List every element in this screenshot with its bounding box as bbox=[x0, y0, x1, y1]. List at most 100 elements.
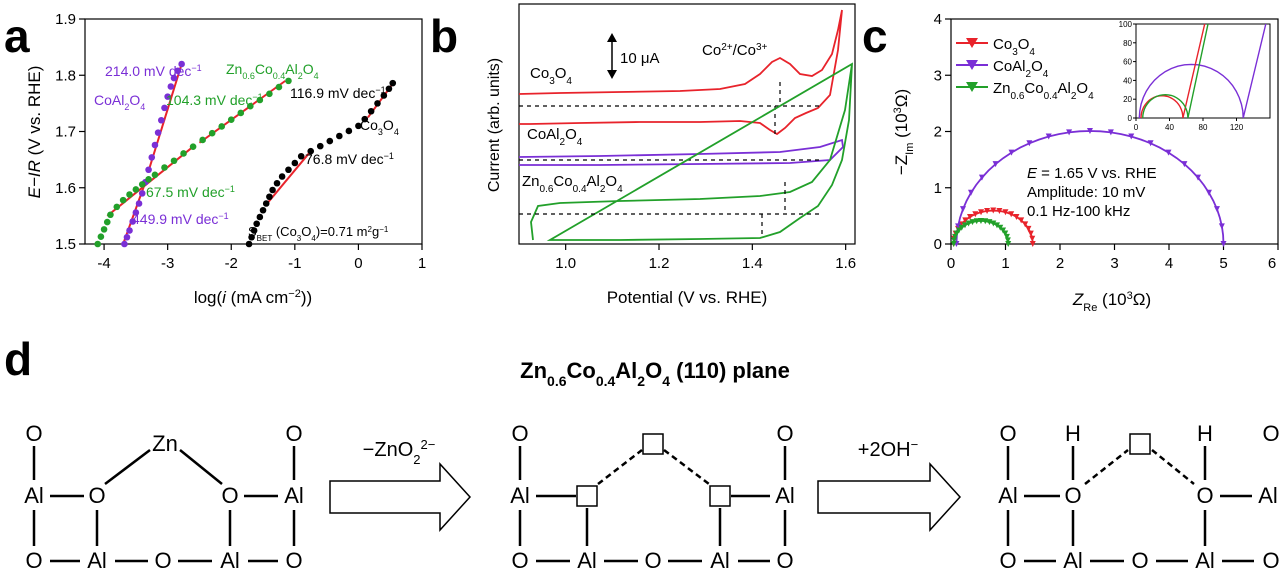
data-point bbox=[126, 227, 133, 234]
nyquist-marker bbox=[955, 227, 962, 234]
cv-plot: 1.0 1.2 1.4 1.6 10 μA Co2+/Co3+ Co3O4 CoAl2… bbox=[486, 3, 856, 307]
atom: O bbox=[285, 421, 302, 446]
atom: H bbox=[1197, 421, 1213, 446]
condition-amplitude: Amplitude: 10 mV bbox=[1027, 184, 1145, 201]
data-point bbox=[374, 100, 381, 107]
nyquist-marker bbox=[967, 213, 974, 220]
nyquist-marker bbox=[1147, 140, 1154, 147]
inset-frame bbox=[1135, 23, 1271, 119]
data-point bbox=[266, 193, 273, 201]
inset-x-tick-label: 80 bbox=[1199, 123, 1208, 132]
arrow-1-shape bbox=[329, 462, 472, 532]
atom: H bbox=[1065, 421, 1081, 446]
atom: Al bbox=[1195, 548, 1215, 573]
label-co3o4-a: Co3O4 bbox=[360, 117, 399, 137]
vacancy bbox=[709, 485, 731, 507]
atom: O bbox=[221, 483, 238, 508]
data-point bbox=[345, 127, 353, 135]
data-point bbox=[262, 200, 270, 207]
nyquist-marker bbox=[1002, 230, 1009, 237]
nyquist-marker bbox=[1008, 149, 1015, 156]
data-point bbox=[161, 164, 168, 171]
atom: Al bbox=[1063, 548, 1083, 573]
data-point bbox=[336, 132, 343, 140]
y-tick-label: 1.5 bbox=[55, 236, 76, 253]
label-zncoalo-b: Zn0.6Co0.4Al2O4 bbox=[522, 173, 623, 195]
x-tick-label: -2 bbox=[225, 255, 238, 272]
data-point bbox=[361, 115, 369, 123]
data-point bbox=[180, 150, 187, 157]
atom: O bbox=[1262, 548, 1279, 573]
atom: O bbox=[1262, 421, 1279, 446]
nyquist-marker bbox=[962, 217, 969, 224]
nyquist-marker bbox=[1220, 241, 1227, 247]
nyquist-marker bbox=[1205, 189, 1212, 196]
atom: O bbox=[1064, 483, 1081, 508]
inset-x-tick-label: 40 bbox=[1165, 123, 1174, 132]
slope-label-104: 104.3 mV dec−1 bbox=[166, 92, 263, 108]
legend-marker-coal2o4 bbox=[966, 60, 978, 70]
condition-frequency: 0.1 Hz-100 kHz bbox=[1027, 203, 1130, 220]
panel-label-b: b bbox=[430, 10, 458, 62]
data-point bbox=[380, 92, 388, 99]
nyquist-marker bbox=[990, 207, 997, 214]
y-tick-label: 3 bbox=[934, 67, 942, 84]
x-tick-label: 1 bbox=[418, 255, 426, 272]
data-point bbox=[164, 93, 171, 100]
data-point bbox=[135, 200, 143, 207]
atom: O bbox=[1131, 548, 1148, 573]
legend-label-coal2o4: CoAl2O4 bbox=[993, 58, 1049, 80]
data-point bbox=[167, 83, 175, 90]
nyquist-marker bbox=[1002, 209, 1009, 216]
arrow-1: −ZnO22− bbox=[329, 437, 472, 532]
nyquist-marker bbox=[978, 209, 985, 216]
condition-potential: E = 1.65 V vs. RHE bbox=[1027, 165, 1157, 182]
data-point bbox=[132, 186, 140, 193]
inset-curve bbox=[1140, 23, 1206, 119]
nyquist-marker bbox=[1218, 223, 1225, 230]
nyquist-marker bbox=[1003, 233, 1010, 240]
nyquist-marker bbox=[1107, 129, 1114, 136]
nyquist-marker bbox=[1128, 133, 1135, 140]
nyquist-marker bbox=[969, 219, 976, 226]
data-point bbox=[256, 96, 264, 104]
atom: Al bbox=[998, 483, 1018, 508]
nyquist-marker bbox=[1029, 235, 1036, 242]
data-point bbox=[266, 90, 273, 98]
atom: Al bbox=[775, 483, 795, 508]
panel-label-d: d bbox=[4, 333, 32, 385]
inset-y-tick-label: 40 bbox=[1123, 76, 1132, 85]
slope-label-116: 116.9 mV dec−1 bbox=[290, 85, 386, 101]
atom: O bbox=[644, 548, 661, 573]
nyquist-marker bbox=[1194, 174, 1201, 181]
data-point bbox=[129, 218, 136, 225]
nyquist-marker bbox=[992, 161, 999, 168]
data-point bbox=[237, 109, 245, 117]
data-point bbox=[297, 152, 305, 160]
inset-y-tick-label: 100 bbox=[1119, 20, 1133, 29]
nyquist-x-axis-label: ZRe (103Ω) bbox=[1072, 290, 1151, 314]
nyquist-marker bbox=[950, 241, 957, 247]
atom: Al bbox=[1258, 483, 1278, 508]
inset-curve bbox=[1142, 23, 1209, 119]
cv-x-axis-label: Potential (V vs. RHE) bbox=[607, 288, 768, 307]
data-point bbox=[275, 83, 283, 91]
scale-bar-arrow-down bbox=[607, 70, 617, 79]
data-point bbox=[170, 74, 178, 82]
vacancy bbox=[1129, 433, 1151, 455]
slope-label-67: 67.5 mV dec−1 bbox=[146, 184, 235, 200]
nyquist-marker bbox=[1066, 129, 1073, 136]
nyquist-marker bbox=[977, 217, 984, 224]
data-point bbox=[253, 220, 260, 228]
nyquist-marker bbox=[1086, 127, 1093, 134]
x-tick-label: 5 bbox=[1219, 255, 1227, 272]
data-point bbox=[161, 104, 168, 112]
arrow-2-shape bbox=[817, 462, 962, 532]
vacancy bbox=[642, 433, 664, 455]
x-tick-label: -4 bbox=[97, 255, 110, 272]
data-point bbox=[248, 233, 255, 241]
atom: O bbox=[25, 548, 42, 573]
